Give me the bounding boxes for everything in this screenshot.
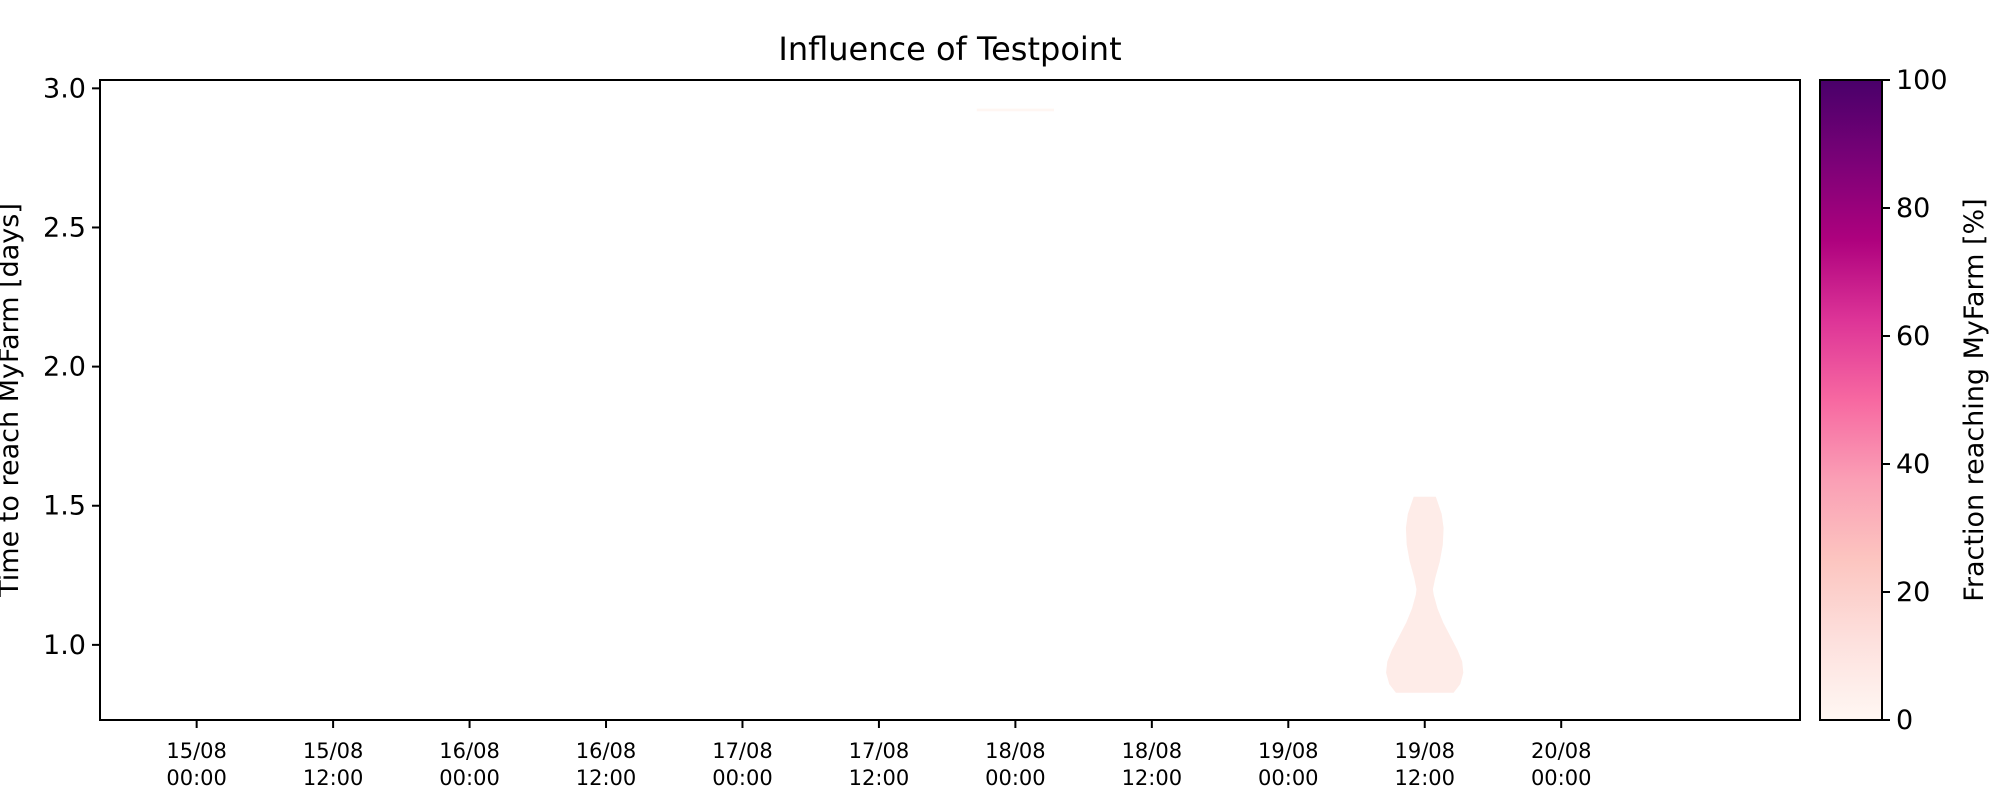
x-tick-label-time: 12:00 xyxy=(576,766,637,790)
y-tick-label: 1.5 xyxy=(43,491,86,522)
colorbar-tick-label: 100 xyxy=(1896,65,1948,96)
colorbar-label: Fraction reaching MyFarm [%] xyxy=(1959,198,1990,601)
x-tick-label-time: 00:00 xyxy=(712,766,773,790)
violin xyxy=(1386,496,1464,693)
x-tick-label-time: 00:00 xyxy=(1258,766,1319,790)
colorbar-tick-label: 0 xyxy=(1896,705,1913,736)
x-tick-label-date: 19/08 xyxy=(1394,739,1455,763)
violin xyxy=(976,108,1054,112)
colorbar-ticks: 0 20 40 60 80 100 xyxy=(1882,65,1948,736)
colorbar-frame xyxy=(1819,79,1883,721)
x-tick-label-time: 12:00 xyxy=(849,766,910,790)
x-tick-label-date: 19/08 xyxy=(1258,739,1319,763)
x-tick-label-time: 00:00 xyxy=(439,766,500,790)
y-tick-label: 2.5 xyxy=(43,212,86,243)
y-axis: 1.0 1.5 2.0 2.5 3.0 xyxy=(43,73,100,661)
x-tick-label-date: 18/08 xyxy=(985,739,1046,763)
x-tick-label-time: 12:00 xyxy=(303,766,364,790)
x-tick-label-date: 17/08 xyxy=(849,739,910,763)
colorbar-tick-label: 20 xyxy=(1896,577,1930,608)
plot-background xyxy=(100,80,1800,720)
y-tick-label: 2.0 xyxy=(43,352,86,383)
colorbar-tick-label: 40 xyxy=(1896,449,1930,480)
x-tick-label-time: 00:00 xyxy=(985,766,1046,790)
x-tick-label-time: 00:00 xyxy=(166,766,227,790)
colorbar-gradient xyxy=(1820,80,1882,720)
colorbar-tick-label: 60 xyxy=(1896,321,1930,352)
x-tick-label-time: 12:00 xyxy=(1122,766,1183,790)
x-tick-label-date: 20/08 xyxy=(1531,739,1592,763)
colorbar-tick-label: 80 xyxy=(1896,193,1930,224)
x-tick-label-date: 17/08 xyxy=(712,739,773,763)
plot-area xyxy=(99,79,1801,721)
y-tick-label: 3.0 xyxy=(43,73,86,104)
x-tick-label-date: 15/08 xyxy=(303,739,364,763)
chart-title: Influence of Testpoint xyxy=(778,30,1121,68)
x-tick-label-date: 18/08 xyxy=(1122,739,1183,763)
x-tick-label-date: 16/08 xyxy=(439,739,500,763)
colorbar: 0 20 40 60 80 100 Fraction reaching MyFarm [%… xyxy=(1819,65,1990,736)
plot-frame xyxy=(99,79,1801,721)
x-axis: 15/08 00:00 15/08 12:00 16/08 00:00 16/08 12:00… xyxy=(166,720,1591,790)
x-tick-label-time: 12:00 xyxy=(1394,766,1455,790)
x-tick-label-date: 15/08 xyxy=(166,739,227,763)
violin-layer xyxy=(976,108,1464,693)
x-tick-label-time: 00:00 xyxy=(1531,766,1592,790)
x-tick-label-date: 16/08 xyxy=(576,739,637,763)
y-tick-label: 1.0 xyxy=(43,630,86,661)
y-axis-label: Time to reach MyFarm [days] xyxy=(0,203,25,598)
